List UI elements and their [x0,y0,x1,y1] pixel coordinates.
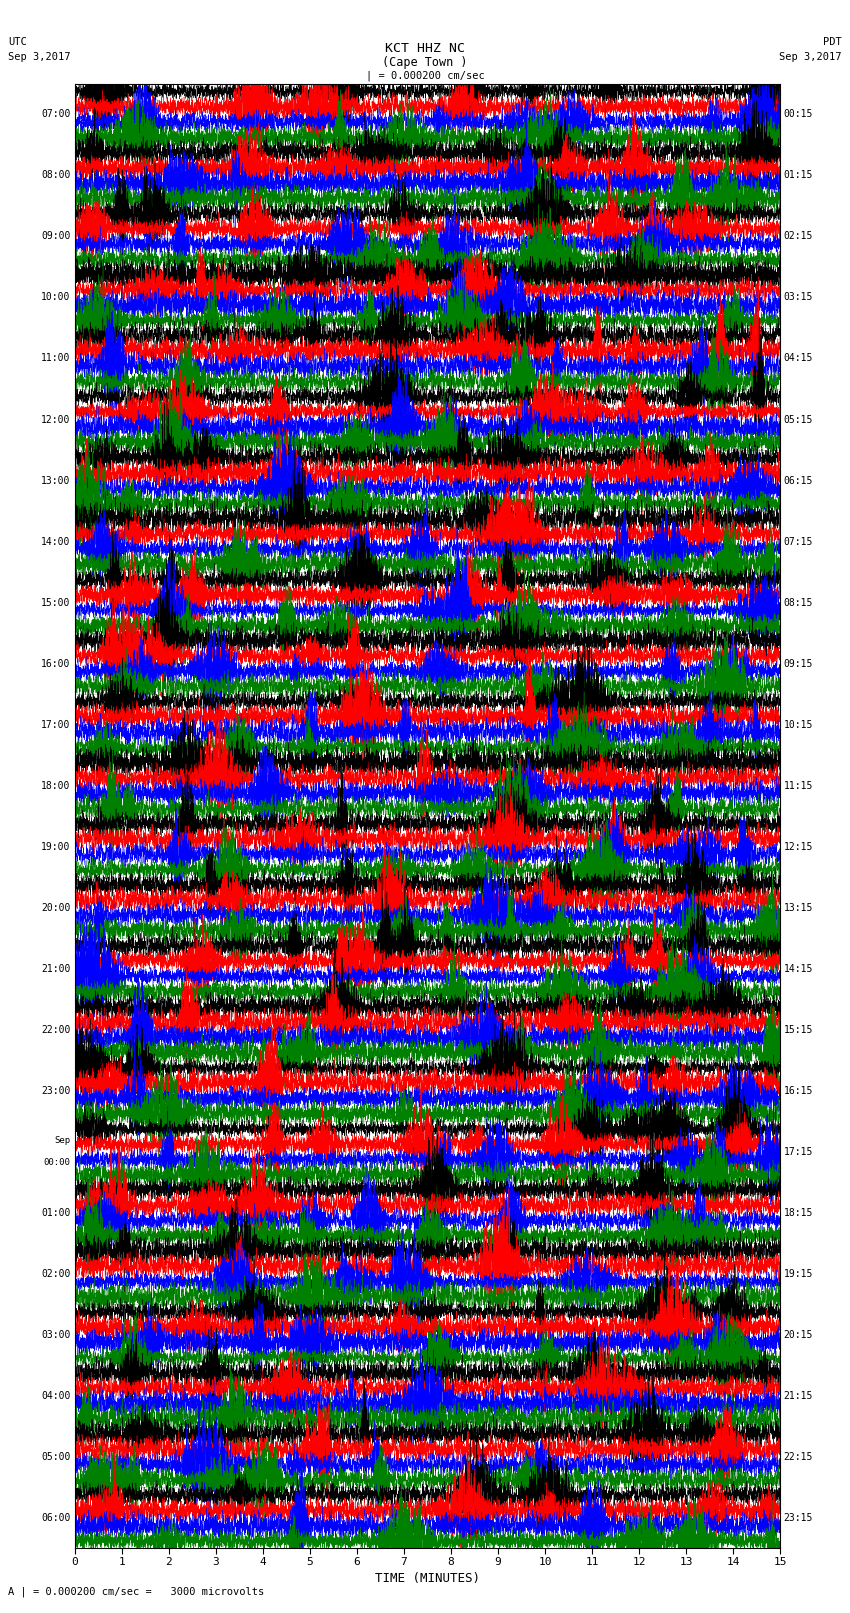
Text: A | = 0.000200 cm/sec =   3000 microvolts: A | = 0.000200 cm/sec = 3000 microvolts [8,1586,264,1597]
Text: 08:15: 08:15 [784,597,813,608]
Text: 14:15: 14:15 [784,963,813,974]
Text: 18:15: 18:15 [784,1208,813,1218]
Text: PDT: PDT [823,37,842,47]
Text: 02:00: 02:00 [41,1269,71,1279]
Text: 21:00: 21:00 [41,963,71,974]
Text: 03:00: 03:00 [41,1329,71,1340]
Text: UTC: UTC [8,37,27,47]
Text: 03:15: 03:15 [784,292,813,303]
Text: 04:15: 04:15 [784,353,813,363]
X-axis label: TIME (MINUTES): TIME (MINUTES) [375,1573,480,1586]
Text: 02:15: 02:15 [784,231,813,242]
Text: Sep 3,2017: Sep 3,2017 [779,52,842,61]
Text: 23:00: 23:00 [41,1086,71,1095]
Text: 19:00: 19:00 [41,842,71,852]
Text: 17:15: 17:15 [784,1147,813,1157]
Text: 15:00: 15:00 [41,597,71,608]
Text: Sep 3,2017: Sep 3,2017 [8,52,71,61]
Text: 15:15: 15:15 [784,1024,813,1036]
Text: 23:15: 23:15 [784,1513,813,1523]
Text: 10:00: 10:00 [41,292,71,303]
Text: 16:00: 16:00 [41,658,71,669]
Text: 05:15: 05:15 [784,415,813,424]
Text: 22:15: 22:15 [784,1452,813,1461]
Text: 21:15: 21:15 [784,1390,813,1402]
Text: KCT HHZ NC: KCT HHZ NC [385,42,465,55]
Text: 01:15: 01:15 [784,171,813,181]
Text: 13:15: 13:15 [784,903,813,913]
Text: 09:00: 09:00 [41,231,71,242]
Text: 19:15: 19:15 [784,1269,813,1279]
Text: 01:00: 01:00 [41,1208,71,1218]
Text: 00:15: 00:15 [784,110,813,119]
Text: 00:00: 00:00 [43,1158,71,1168]
Text: 05:00: 05:00 [41,1452,71,1461]
Text: 11:15: 11:15 [784,781,813,790]
Text: 12:00: 12:00 [41,415,71,424]
Text: 06:00: 06:00 [41,1513,71,1523]
Text: 13:00: 13:00 [41,476,71,486]
Text: 20:15: 20:15 [784,1329,813,1340]
Text: 06:15: 06:15 [784,476,813,486]
Text: 04:00: 04:00 [41,1390,71,1402]
Text: 14:00: 14:00 [41,537,71,547]
Text: 09:15: 09:15 [784,658,813,669]
Text: | = 0.000200 cm/sec: | = 0.000200 cm/sec [366,71,484,82]
Text: 18:00: 18:00 [41,781,71,790]
Text: 08:00: 08:00 [41,171,71,181]
Text: Sep: Sep [54,1137,71,1145]
Text: 10:15: 10:15 [784,719,813,729]
Text: 22:00: 22:00 [41,1024,71,1036]
Text: 20:00: 20:00 [41,903,71,913]
Text: 11:00: 11:00 [41,353,71,363]
Text: 07:00: 07:00 [41,110,71,119]
Text: 17:00: 17:00 [41,719,71,729]
Text: 12:15: 12:15 [784,842,813,852]
Text: 16:15: 16:15 [784,1086,813,1095]
Text: (Cape Town ): (Cape Town ) [382,56,468,69]
Text: 07:15: 07:15 [784,537,813,547]
